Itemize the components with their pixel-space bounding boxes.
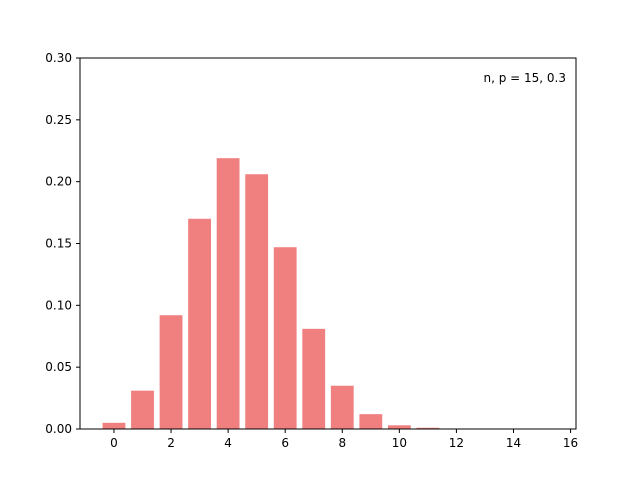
- x-tick-label: 2: [167, 436, 175, 450]
- y-tick-label: 0.00: [45, 422, 72, 436]
- bar: [188, 218, 211, 429]
- y-tick-label: 0.15: [45, 237, 72, 251]
- bar: [273, 247, 297, 429]
- y-tick-label: 0.20: [45, 175, 72, 189]
- x-tick-label: 4: [224, 436, 232, 450]
- y-tick-label: 0.10: [45, 298, 72, 312]
- x-tick-label: 12: [449, 436, 464, 450]
- bar: [416, 427, 440, 429]
- bar: [102, 422, 126, 429]
- bar: [131, 390, 154, 429]
- x-tick-label: 8: [338, 436, 346, 450]
- bar: [359, 414, 383, 429]
- x-tick-label: 14: [506, 436, 521, 450]
- x-tick-label: 16: [563, 436, 578, 450]
- bar: [245, 174, 269, 429]
- x-tick-label: 10: [392, 436, 407, 450]
- y-tick-label: 0.25: [45, 113, 72, 127]
- bar: [159, 315, 183, 429]
- bar: [387, 425, 411, 429]
- bar: [302, 328, 326, 429]
- x-tick-label: 6: [281, 436, 289, 450]
- x-tick-label: 0: [110, 436, 118, 450]
- y-tick-label: 0.05: [45, 360, 72, 374]
- bar: [330, 385, 354, 429]
- bar: [216, 158, 240, 430]
- plot-frame: [79, 57, 577, 430]
- y-tick-label: 0.30: [45, 51, 72, 65]
- annotation: n, p = 15, 0.3: [483, 71, 566, 85]
